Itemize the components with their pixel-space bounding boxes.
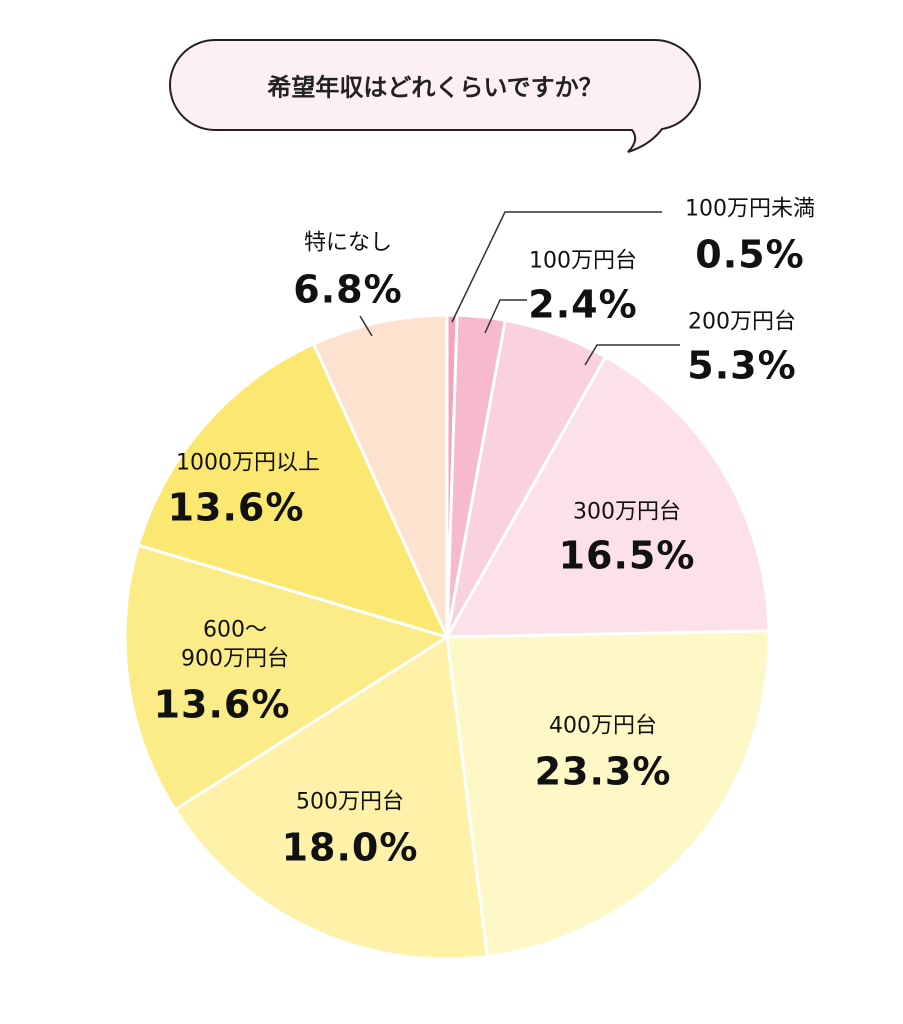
chart-title: 希望年収はどれくらいですか？ xyxy=(267,73,603,102)
leader-line xyxy=(451,211,662,323)
value-label: 0.5% xyxy=(695,232,805,277)
category-label: 500万円台 xyxy=(296,789,404,815)
pie-slice xyxy=(123,543,451,812)
category-label: 400万円台 xyxy=(549,713,657,739)
category-label: 1000万円以上 xyxy=(176,450,320,476)
value-label: 13.6% xyxy=(153,682,291,727)
pie xyxy=(123,313,771,961)
value-label: 6.8% xyxy=(293,267,403,312)
value-label: 23.3% xyxy=(534,749,672,794)
category-label: 300万円台 xyxy=(573,499,681,525)
pie-slice xyxy=(444,354,771,639)
value-label: 18.0% xyxy=(281,825,419,870)
value-label: 13.6% xyxy=(167,485,305,530)
leader-line xyxy=(359,315,373,337)
category-label: 特になし xyxy=(303,230,393,256)
category-label: 200万円台 xyxy=(688,309,796,335)
pie-slice xyxy=(445,629,771,959)
value-label: 2.4% xyxy=(528,282,638,327)
pie-slice xyxy=(173,634,490,961)
category-label: 100万円台 xyxy=(529,248,637,274)
speech-bubble xyxy=(168,39,702,153)
pie-slice xyxy=(311,313,449,638)
leader-line xyxy=(484,299,527,334)
category-label: 600～ 900万円台 xyxy=(181,617,289,671)
pie-slice xyxy=(136,341,450,640)
category-label: 100万円未満 xyxy=(685,196,815,222)
leader-line xyxy=(584,344,680,366)
value-label: 16.5% xyxy=(558,533,696,578)
value-label: 5.3% xyxy=(687,343,797,388)
